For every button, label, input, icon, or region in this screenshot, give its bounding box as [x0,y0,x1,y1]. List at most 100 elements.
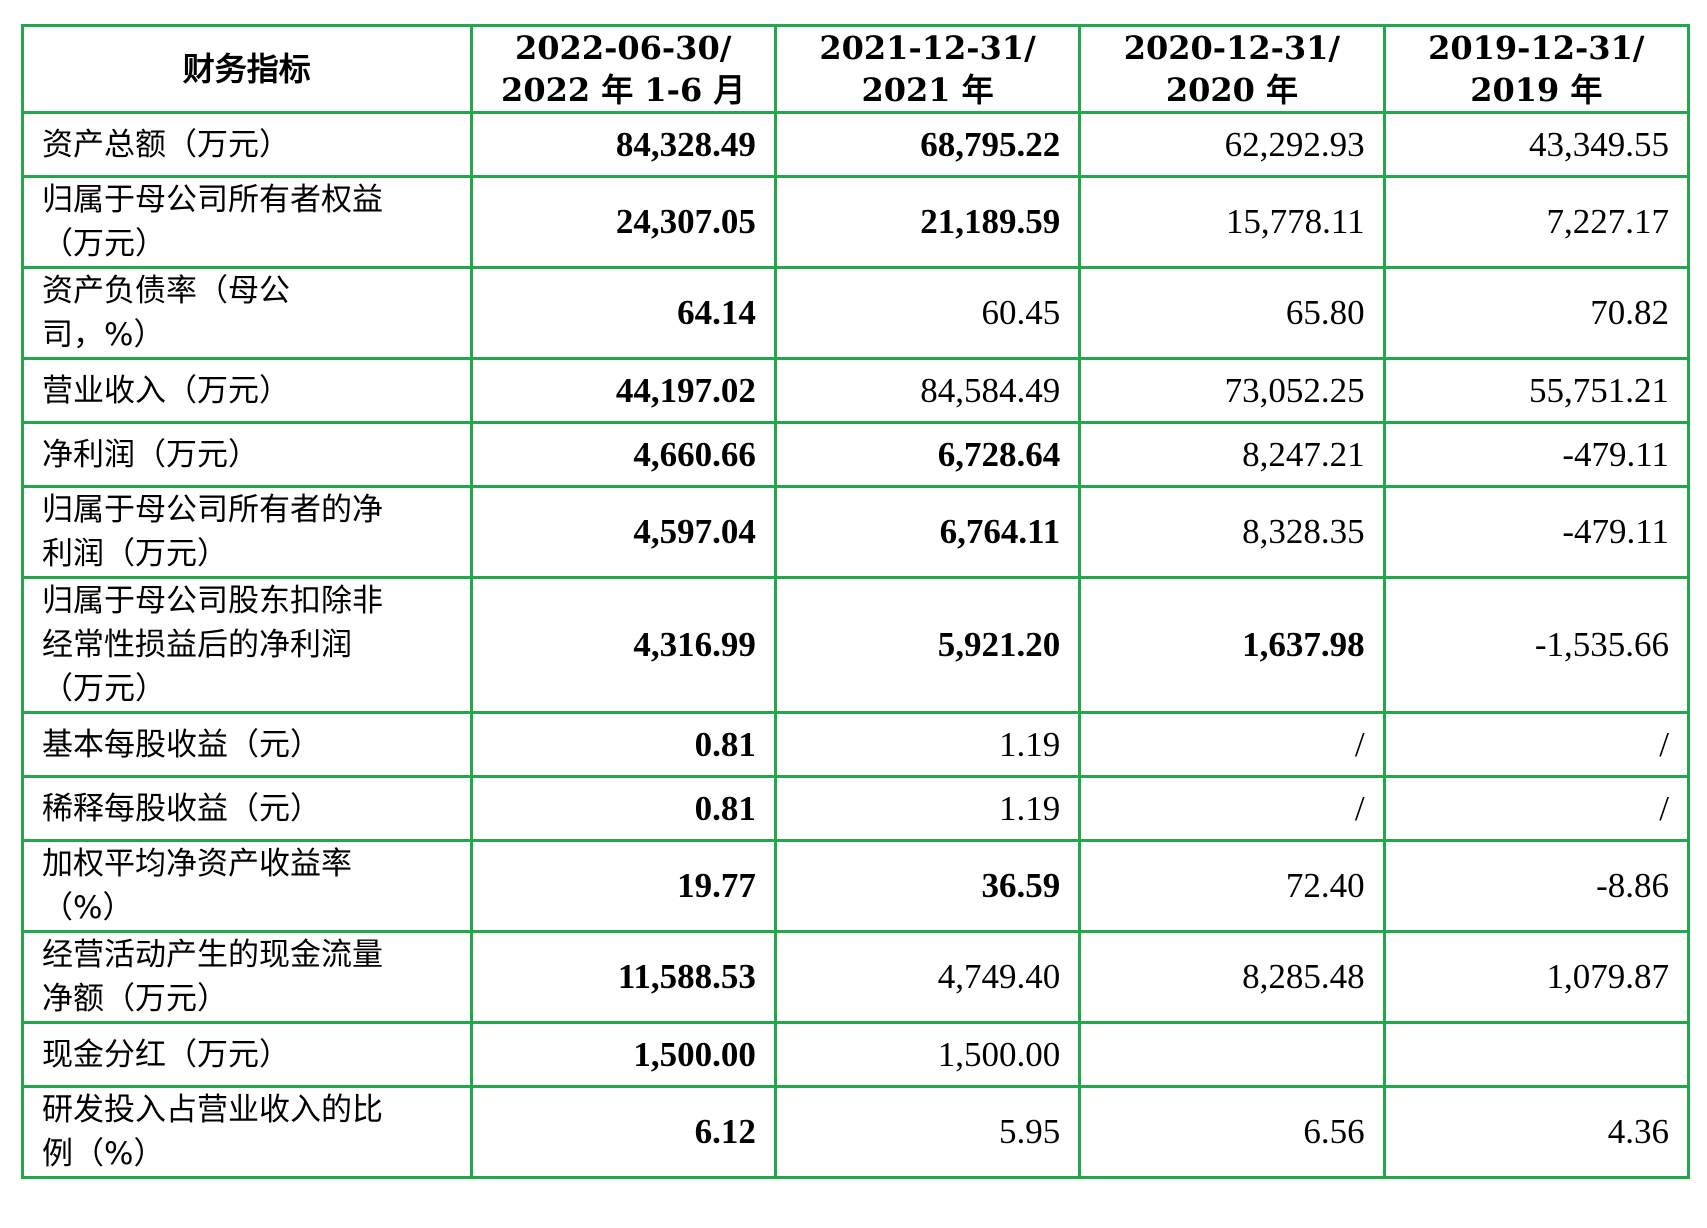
table-cell: 7,227.17 [1382,175,1691,269]
row-label: 归属于母公司所有者的净 利润（万元） [21,485,473,579]
table-cell: 1.19 [773,711,1082,778]
row-label-line: 研发投入占营业收入的比 [42,1092,383,1128]
table-cell: 43,349.55 [1382,111,1691,178]
header-2021: 2021-12-31/ 2021 年 [773,24,1082,114]
table-cell: 0.81 [469,711,777,778]
table-cell: 44,197.02 [469,357,777,424]
row-label: 现金分红（万元） [21,1021,473,1088]
table-cell: 6.56 [1078,1085,1386,1179]
row-label-line: 经常性损益后的净利润 [42,627,352,663]
table-cell: 8,247.21 [1078,421,1386,488]
table-cell: 65.80 [1078,266,1386,360]
table-row: 资产负债率（母公 司，%） 64.14 60.45 65.80 70.82 [21,266,1691,360]
table-row: 经营活动产生的现金流量 净额（万元） 11,588.53 4,749.40 8,285.… [21,930,1691,1024]
table-cell: 11,588.53 [469,930,777,1024]
header-line: 2019-12-31/ [1428,29,1645,67]
header-line: 2021 年 [861,71,994,109]
table-cell: 72.40 [1078,839,1386,933]
table-row: 基本每股收益（元） 0.81 1.19// [21,711,1691,778]
table-row: 归属于母公司所有者权益 （万元） 24,307.05 21,189.59 15,778.… [21,175,1691,269]
table-cell: 8,285.48 [1078,930,1386,1024]
row-label-line: 司，%） [42,317,165,353]
header-line: 2020-12-31/ [1123,29,1341,67]
row-label: 研发投入占营业收入的比 例（%） [21,1085,473,1179]
row-label-line: 归属于母公司所有者权益 [42,182,383,218]
table-cell: 6.12 [469,1085,777,1179]
row-label: 归属于母公司股东扣除非 经常性损益后的净利润 （万元） [21,576,473,714]
table-cell: 1,079.87 [1382,930,1691,1024]
financial-indicators-table: 财务指标 2022-06-30/ 2022 年 1-6 月 2021-12-31… [21,24,1691,1179]
row-label-line: 稀释每股收益（元） [42,790,321,827]
table-cell [1382,1021,1691,1088]
table-cell: 4,597.04 [469,485,777,579]
table-cell: 36.59 [773,839,1082,933]
row-label-line: 加权平均净资产收益率 [42,846,352,882]
table-cell: 1,637.98 [1078,576,1386,714]
table-cell: 1,500.00 [773,1021,1082,1088]
row-label-line: 资产负债率（母公 [42,273,290,309]
table-cell: / [1078,775,1386,842]
table-cell: -1,535.66 [1382,576,1691,714]
header-line: 2019 年 [1470,71,1603,109]
table-cell: 70.82 [1382,266,1691,360]
table-row: 稀释每股收益（元） 0.81 1.19// [21,775,1691,842]
row-label-line: 利润（万元） [42,536,228,572]
table-cell: -8.86 [1382,839,1691,933]
table-cell: 8,328.35 [1078,485,1386,579]
table-cell: 6,728.64 [773,421,1082,488]
table-cell: 84,584.49 [773,357,1082,424]
table-header-row: 财务指标 2022-06-30/ 2022 年 1-6 月 2021-12-31… [21,24,1691,114]
table-cell: 4,660.66 [469,421,777,488]
row-label: 经营活动产生的现金流量 净额（万元） [21,930,473,1024]
table-cell: 73,052.25 [1078,357,1386,424]
row-label: 资产总额（万元） [21,111,473,178]
row-label-line: 例（%） [42,1136,165,1172]
row-label-line: 营业收入（万元） [42,372,290,409]
row-label-line: 现金分红（万元） [42,1036,290,1073]
table-cell: 1.19 [773,775,1082,842]
row-label: 营业收入（万元） [21,357,473,424]
table-cell: 68,795.22 [773,111,1082,178]
table-cell: -479.11 [1382,421,1691,488]
row-label: 归属于母公司所有者权益 （万元） [21,175,473,269]
table-cell: 5,921.20 [773,576,1082,714]
table-row: 研发投入占营业收入的比 例（%） 6.12 5.95 6.56 4.36 [21,1085,1691,1179]
row-label: 稀释每股收益（元） [21,775,473,842]
table-cell: / [1382,775,1691,842]
row-label-line: 归属于母公司股东扣除非 [42,583,383,619]
header-line: 2021-12-31/ [819,29,1036,67]
header-indicator: 财务指标 [21,24,473,114]
header-line: 2022-06-30/ [515,29,732,67]
row-label-line: （%） [42,890,134,926]
table-cell: 62,292.93 [1078,111,1386,178]
row-label-line: （万元） [42,226,166,262]
table-cell: 15,778.11 [1078,175,1386,269]
table-row: 归属于母公司所有者的净 利润（万元） 4,597.04 6,764.11 8,328.3… [21,485,1691,579]
table-row: 加权平均净资产收益率 （%） 19.77 36.59 72.40 -8.86 [21,839,1691,933]
table-body: 资产总额（万元） 84,328.49 68,795.22 62,292.93 43,34… [21,111,1691,1179]
header-line: 财务指标 [182,50,311,88]
row-label-line: 资产总额（万元） [42,126,290,163]
table-cell: 55,751.21 [1382,357,1691,424]
row-label: 基本每股收益（元） [21,711,473,778]
header-line: 2020 年 [1165,71,1299,109]
row-label-line: 净利润（万元） [42,436,259,473]
row-label: 加权平均净资产收益率 （%） [21,839,473,933]
table-cell: 60.45 [773,266,1082,360]
page-footer-cutoff [21,1218,1690,1228]
row-label-line: 经营活动产生的现金流量 [42,937,383,973]
row-label-line: 基本每股收益（元） [42,726,321,763]
table-row: 现金分红（万元） 1,500.00 1,500.00 [21,1021,1691,1088]
header-2020: 2020-12-31/ 2020 年 [1078,24,1386,114]
table-cell: -479.11 [1382,485,1691,579]
header-2019: 2019-12-31/ 2019 年 [1382,24,1691,114]
table-cell: 19.77 [469,839,777,933]
table-cell: 5.95 [773,1085,1082,1179]
table-cell: 4.36 [1382,1085,1691,1179]
table-cell: 0.81 [469,775,777,842]
row-label-line: 净额（万元） [42,981,228,1017]
table-cell: 6,764.11 [773,485,1082,579]
row-label-line: （万元） [42,671,166,707]
table-cell: 4,316.99 [469,576,777,714]
row-label-line: 归属于母公司所有者的净 [42,492,383,528]
